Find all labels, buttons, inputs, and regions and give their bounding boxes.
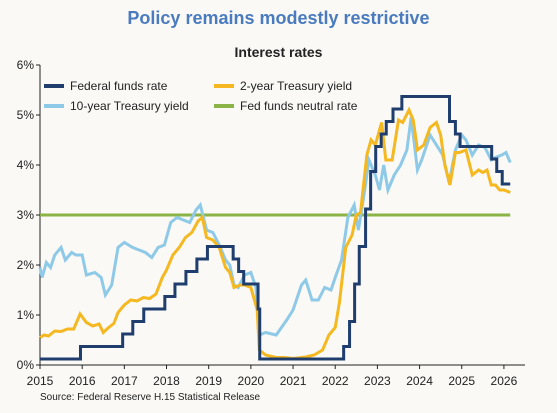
series-line-10-year-treasury-yield bbox=[38, 117, 512, 338]
y-tick-label: 2% bbox=[17, 258, 35, 272]
series-line-2-year-treasury-yield bbox=[39, 106, 511, 361]
x-tick-label: 2024 bbox=[406, 374, 433, 388]
x-tick-label: 2017 bbox=[111, 374, 138, 388]
x-tick-label: 2018 bbox=[153, 374, 180, 388]
source-note: Source: Federal Reserve H.15 Statistical… bbox=[40, 392, 261, 403]
y-tick-label: 0% bbox=[17, 358, 35, 372]
x-tick-label: 2022 bbox=[322, 374, 349, 388]
legend-label-federal-funds-rate: Federal funds rate bbox=[70, 79, 168, 93]
x-tick-label: 2023 bbox=[364, 374, 391, 388]
y-tick-label: 6% bbox=[17, 58, 35, 72]
x-tick-label: 2019 bbox=[195, 374, 222, 388]
y-tick-label: 3% bbox=[17, 208, 35, 222]
legend-label-fed-funds-neutral-rate: Fed funds neutral rate bbox=[240, 99, 358, 113]
x-tick-label: 2020 bbox=[238, 374, 265, 388]
y-tick-label: 5% bbox=[17, 108, 35, 122]
y-tick-label: 1% bbox=[17, 308, 35, 322]
legend-label-2-year-treasury-yield: 2-year Treasury yield bbox=[240, 79, 352, 93]
chart-title: Policy remains modestly restrictive bbox=[127, 8, 430, 28]
legend-label-10-year-treasury-yield: 10-year Treasury yield bbox=[70, 99, 189, 113]
x-tick-label: 2025 bbox=[448, 374, 475, 388]
chart-subtitle: Interest rates bbox=[234, 44, 323, 60]
x-tick-label: 2026 bbox=[491, 374, 518, 388]
x-tick-label: 2021 bbox=[280, 374, 307, 388]
y-tick-label: 4% bbox=[17, 158, 35, 172]
x-tick-label: 2015 bbox=[27, 374, 54, 388]
series-line-federal-funds-rate bbox=[40, 95, 511, 361]
x-tick-label: 2016 bbox=[69, 374, 96, 388]
